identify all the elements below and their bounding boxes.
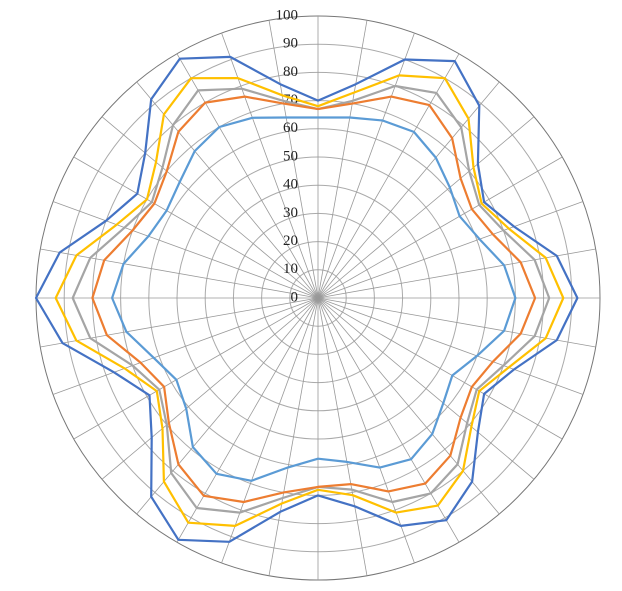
spoke	[317, 53, 460, 299]
spoke	[268, 20, 319, 299]
series-line	[54, 74, 565, 527]
spoke	[317, 297, 368, 576]
spoke	[317, 156, 563, 299]
spoke	[73, 156, 319, 299]
spoke	[101, 116, 319, 299]
spoke	[317, 297, 500, 515]
spoke	[176, 53, 319, 299]
spoke	[40, 248, 319, 299]
spoke	[317, 297, 415, 564]
spoke	[52, 201, 319, 299]
r-tick-label: 20	[283, 233, 298, 249]
spoke	[317, 297, 584, 395]
spoke	[317, 201, 584, 299]
r-tick-label: 90	[283, 36, 298, 52]
r-tick-label: 100	[276, 7, 299, 23]
spoke	[317, 297, 535, 480]
spoke	[317, 32, 415, 299]
r-tick-label: 30	[283, 205, 298, 221]
r-tick-label: 50	[283, 148, 298, 164]
spoke	[317, 116, 535, 299]
r-tick-label: 80	[283, 64, 298, 80]
r-tick-label: 40	[283, 177, 298, 193]
spoke	[136, 81, 319, 299]
series-line	[34, 55, 579, 543]
r-tick-label: 60	[283, 120, 298, 136]
series-line	[111, 116, 517, 482]
spoke	[317, 248, 596, 299]
spoke	[221, 297, 319, 564]
spoke	[317, 20, 368, 299]
spoke	[268, 297, 319, 576]
spoke	[101, 297, 319, 480]
spoke	[317, 297, 460, 543]
spoke	[40, 297, 319, 348]
spoke	[317, 297, 596, 348]
r-tick-label: 0	[291, 289, 299, 305]
spoke	[317, 297, 563, 440]
spoke	[176, 297, 319, 543]
spoke	[136, 297, 319, 515]
r-tick-label: 10	[283, 261, 298, 277]
spoke	[73, 297, 319, 440]
spoke	[52, 297, 319, 395]
series-line	[91, 95, 537, 504]
spoke	[317, 81, 500, 299]
